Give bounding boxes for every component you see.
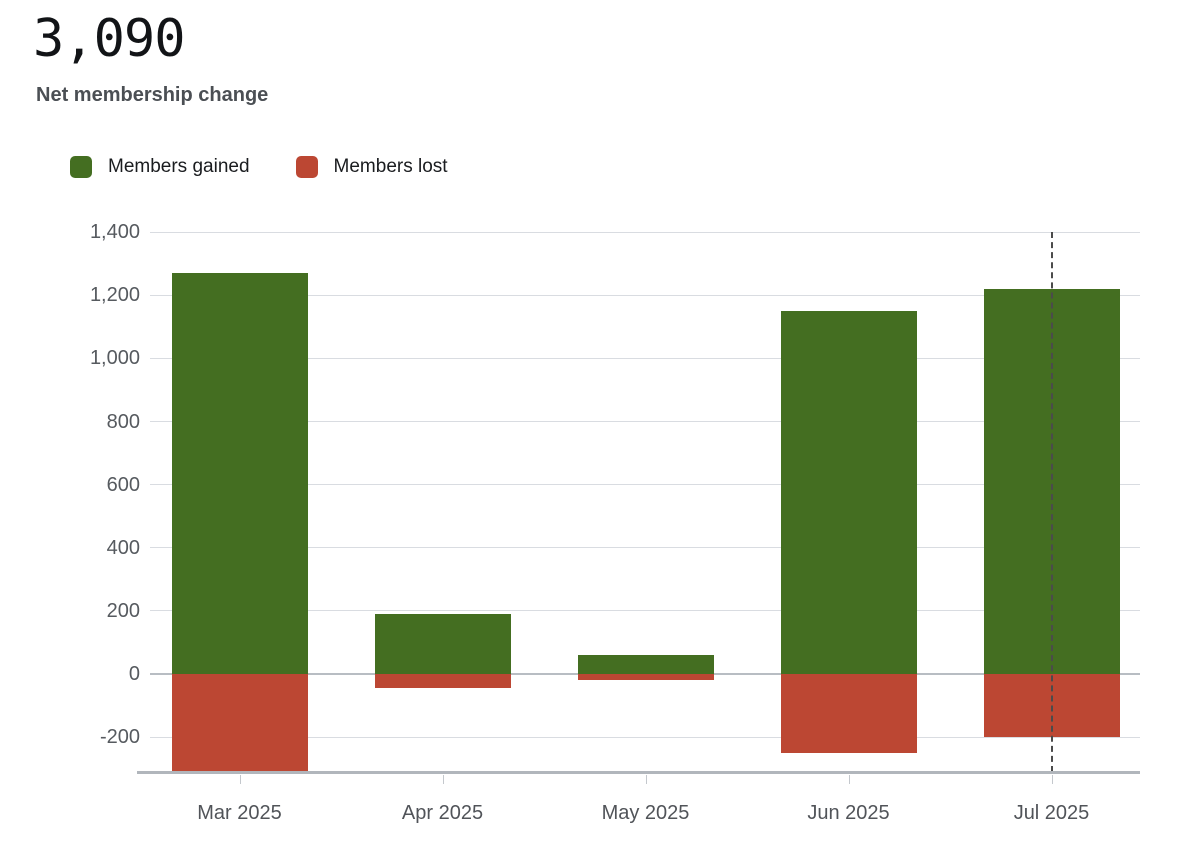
x-axis-tick	[1051, 775, 1053, 784]
bar-jun-2025-lost[interactable]	[780, 674, 917, 753]
reference-dashed-line	[1050, 232, 1053, 772]
bar-may-2025-gained[interactable]	[577, 655, 714, 675]
members-lost-swatch-icon	[295, 156, 318, 178]
y-gridline	[150, 357, 1140, 359]
legend-item-members-lost[interactable]: Members lost	[295, 156, 448, 178]
y-axis-tick-label: 400	[106, 536, 140, 559]
y-gridline	[150, 547, 1140, 549]
legend-item-members-gained[interactable]: Members gained	[70, 156, 250, 178]
kpi-net-change-value: 3,090	[33, 9, 186, 69]
y-gridline	[150, 421, 1140, 422]
members-gained-swatch-icon	[70, 156, 92, 178]
y-axis-tick-label: 200	[106, 599, 140, 622]
x-axis-label-jul-2025: Jul 2025	[1013, 802, 1090, 824]
y-gridline	[150, 484, 1140, 486]
x-axis-label-jun-2025: Jun 2025	[807, 802, 890, 824]
bar-may-2025-lost[interactable]	[577, 674, 714, 681]
x-axis-line	[137, 771, 1140, 774]
legend-label-members-gained: Members gained	[108, 156, 250, 177]
y-axis-tick-label: 800	[106, 410, 140, 433]
bar-apr-2025-gained[interactable]	[374, 614, 511, 675]
y-gridline	[150, 231, 1140, 233]
y-axis-tick-label: 0	[128, 663, 140, 686]
kpi-net-change-label: Net membership change	[36, 84, 269, 106]
bar-mar-2025-gained[interactable]	[171, 273, 308, 675]
x-axis-label-mar-2025: Mar 2025	[197, 802, 282, 824]
x-axis-tick	[848, 775, 850, 784]
chart-legend: Members gained Members lost	[70, 156, 448, 178]
x-axis-tick	[239, 775, 241, 784]
y-gridline	[150, 610, 1140, 612]
x-axis-tick	[645, 775, 647, 784]
y-gridline	[150, 736, 1140, 738]
legend-label-members-lost: Members lost	[333, 156, 448, 177]
bar-apr-2025-lost[interactable]	[374, 674, 511, 689]
y-axis-tick-label: 1,400	[89, 221, 140, 243]
y-axis-tick-label: 600	[106, 473, 140, 496]
bar-mar-2025-lost[interactable]	[171, 674, 308, 772]
x-axis-tick	[442, 775, 444, 784]
y-axis-tick-label: 1,000	[89, 347, 140, 370]
y-gridline	[150, 294, 1140, 296]
x-axis-label-may-2025: May 2025	[601, 802, 690, 824]
bar-jun-2025-gained[interactable]	[780, 310, 917, 675]
y-axis-tick-label: 1,200	[89, 284, 140, 307]
x-axis-label-apr-2025: Apr 2025	[401, 802, 484, 824]
y-axis-tick-label: -200	[99, 726, 140, 749]
